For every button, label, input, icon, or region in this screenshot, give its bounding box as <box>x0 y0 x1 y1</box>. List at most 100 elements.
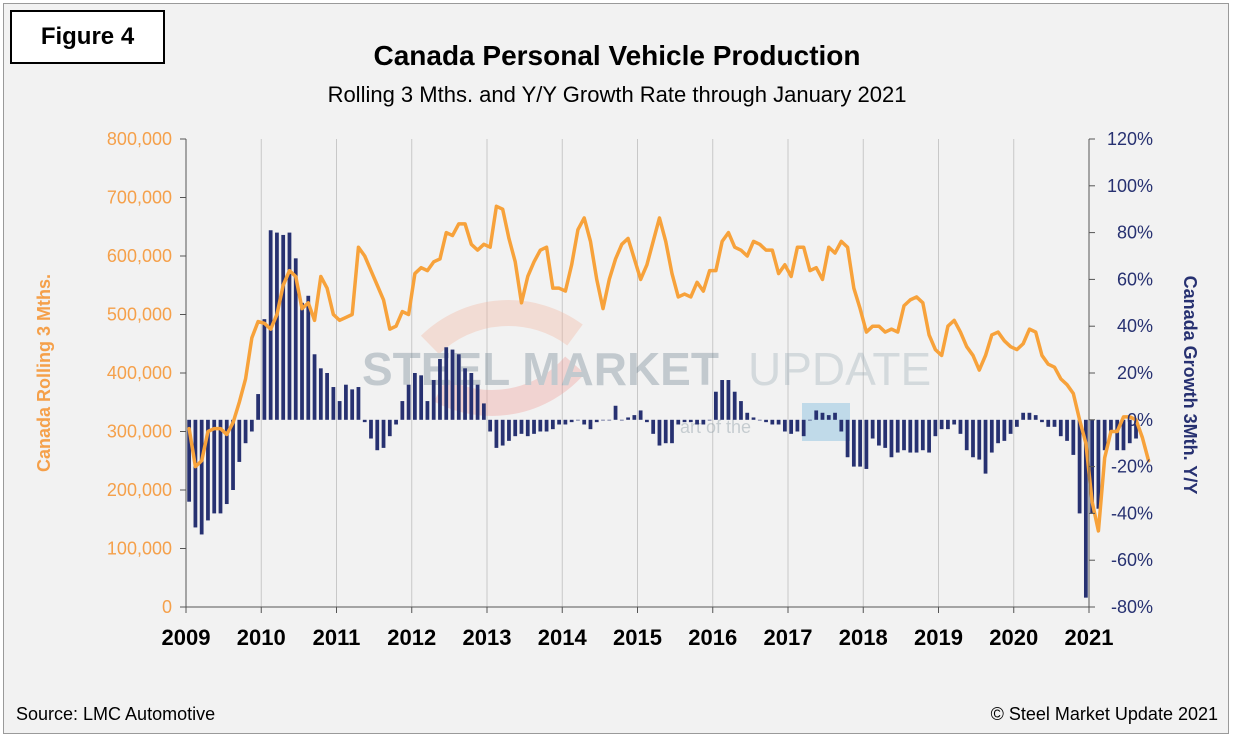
x-tick-label: 2009 <box>162 625 211 650</box>
watermark-swoosh-top <box>420 300 583 355</box>
growth-bar <box>739 401 743 420</box>
growth-bar <box>858 419 862 467</box>
growth-bar <box>682 419 687 423</box>
growth-bar <box>356 387 361 420</box>
right-tick-label: 60% <box>1117 269 1153 289</box>
growth-bar <box>1002 419 1007 441</box>
growth-bar <box>212 419 217 514</box>
growth-bar <box>1058 419 1063 437</box>
chart-title: Canada Personal Vehicle Production <box>373 40 861 71</box>
growth-bar <box>1077 419 1082 514</box>
growth-bar <box>757 419 762 421</box>
growth-bar <box>488 419 493 432</box>
production-line <box>187 204 1151 533</box>
growth-bar <box>275 232 279 420</box>
growth-bar <box>1015 419 1019 427</box>
growth-bar <box>983 419 988 474</box>
growth-bar <box>306 295 311 420</box>
growth-bar <box>444 347 449 420</box>
growth-bar <box>770 419 775 425</box>
growth-bar <box>199 419 204 535</box>
growth-bar <box>996 419 1000 444</box>
growth-bar <box>789 419 794 434</box>
copyright-note: © Steel Market Update 2021 <box>990 704 1218 724</box>
growth-bar <box>394 419 398 425</box>
growth-bar <box>776 419 781 425</box>
growth-bar <box>582 419 587 425</box>
growth-bar <box>688 419 693 423</box>
watermark-brand-2: UPDATE <box>748 343 931 395</box>
growth-bar <box>939 419 944 430</box>
growth-bar <box>707 419 712 421</box>
growth-bar <box>475 384 480 420</box>
left-tick-label: 700,000 <box>107 188 172 208</box>
growth-bar <box>287 232 292 420</box>
right-axis-label: Canada Growth 3Mth. Y/Y <box>1180 276 1200 495</box>
growth-bar <box>651 419 656 434</box>
growth-bar <box>281 234 286 420</box>
growth-bar <box>657 419 662 446</box>
growth-bar <box>745 412 750 420</box>
right-tick-label: 0% <box>1127 410 1153 430</box>
growth-bar <box>883 419 888 448</box>
growth-bar <box>519 419 524 434</box>
growth-bar <box>325 373 329 420</box>
growth-bar <box>419 375 424 420</box>
x-tick-label: 2017 <box>764 625 813 650</box>
right-tick-label: -60% <box>1111 550 1153 570</box>
growth-bar <box>431 380 436 420</box>
growth-bar <box>864 419 869 469</box>
growth-bar <box>507 419 511 441</box>
left-tick-label: 400,000 <box>107 363 172 383</box>
growth-bar <box>751 417 756 420</box>
growth-bar <box>525 419 530 437</box>
growth-bar <box>889 419 894 458</box>
growth-bar <box>607 419 612 421</box>
right-tick-label: -20% <box>1111 457 1153 477</box>
growth-bar <box>839 419 844 432</box>
growth-bar <box>632 415 637 420</box>
growth-bar <box>801 419 806 437</box>
growth-bar <box>782 419 787 432</box>
x-tick-label: 2018 <box>839 625 888 650</box>
growth-bar <box>369 419 373 439</box>
growth-bar <box>256 394 260 420</box>
growth-bar <box>1021 412 1026 420</box>
growth-bar <box>908 419 913 453</box>
left-tick-label: 500,000 <box>107 305 172 325</box>
growth-bar <box>481 403 486 420</box>
source-note: Source: LMC Automotive <box>16 704 216 724</box>
growth-bar <box>814 410 819 420</box>
growth-bar <box>720 380 725 420</box>
growth-bar <box>387 419 392 437</box>
growth-bar <box>193 419 198 528</box>
growth-bar <box>914 419 919 453</box>
growth-bar <box>594 419 599 423</box>
growth-bar <box>1127 419 1132 444</box>
growth-bar <box>851 419 856 467</box>
right-tick-label: 120% <box>1107 129 1153 149</box>
growth-bar <box>732 391 737 420</box>
x-tick-label: 2021 <box>1065 625 1114 650</box>
growth-bars <box>187 230 1138 598</box>
growth-bar <box>318 368 323 420</box>
growth-bar <box>231 419 235 490</box>
growth-bar <box>588 419 593 430</box>
growth-bar <box>701 419 706 425</box>
growth-bar <box>895 419 900 453</box>
axes <box>180 138 1095 613</box>
x-tick-label: 2013 <box>463 625 512 650</box>
growth-bar <box>344 384 348 420</box>
growth-bar <box>638 410 643 420</box>
growth-bar <box>544 419 549 432</box>
growth-bar <box>293 258 298 420</box>
right-tick-label: 40% <box>1117 316 1153 336</box>
right-tick-label: 100% <box>1107 176 1153 196</box>
growth-bar <box>1033 415 1038 420</box>
growth-bar <box>463 368 467 420</box>
growth-bar <box>550 419 555 430</box>
growth-bar <box>845 419 850 458</box>
growth-bar <box>237 419 242 462</box>
growth-bar <box>676 419 681 425</box>
growth-bar <box>1065 419 1069 441</box>
